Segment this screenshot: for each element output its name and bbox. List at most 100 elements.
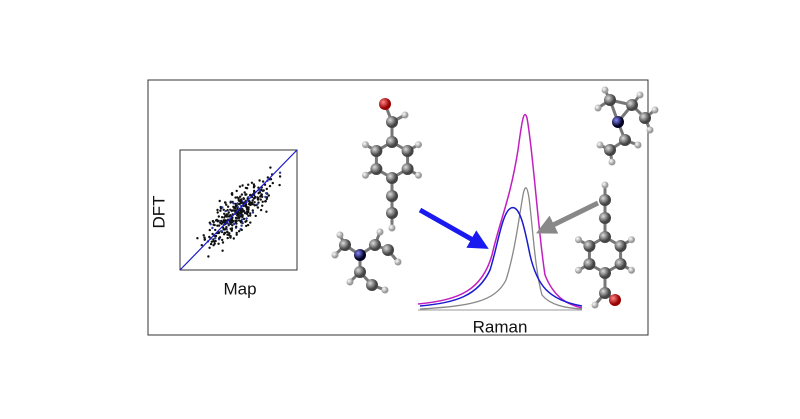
scatter-dot (202, 234, 205, 237)
scatter-dot (212, 223, 215, 226)
scatter-dot (251, 211, 255, 214)
y-axis-label: DFT (149, 195, 168, 228)
scatter-dot (265, 192, 268, 195)
atom (601, 181, 609, 189)
atom (354, 266, 366, 278)
scatter-dot (238, 185, 242, 188)
scatter-dot (264, 195, 267, 199)
atom (619, 134, 631, 146)
scatter-dot (224, 209, 227, 213)
atom (386, 116, 398, 128)
scatter-dot (245, 187, 249, 190)
atom (651, 106, 659, 114)
atom (379, 98, 391, 110)
atom (628, 266, 636, 274)
scatter-dot (256, 196, 259, 199)
atom (599, 287, 611, 299)
scatter-dot (229, 235, 232, 238)
x-axis-label: Raman (473, 317, 528, 336)
scatter-dot (220, 216, 224, 219)
scatter-dot (246, 223, 250, 227)
scatter-dot (240, 224, 243, 227)
scatter-dot (226, 213, 229, 216)
scatter-dot (249, 202, 252, 205)
scatter-dot (232, 209, 235, 212)
scatter-dot (226, 230, 229, 233)
arrow (536, 200, 600, 234)
scatter-dot (239, 195, 242, 198)
scatter-dot (213, 242, 216, 245)
scatter-dot (239, 219, 242, 223)
scatter-dot (214, 228, 217, 232)
scatter-dot (235, 217, 239, 220)
scatter-dot (278, 171, 282, 174)
scatter-dot (237, 197, 240, 200)
scatter-dot (229, 201, 232, 204)
scatter-dot (232, 206, 235, 209)
atom (612, 116, 624, 128)
atom (574, 266, 582, 274)
atom (366, 279, 378, 291)
arrow (418, 207, 489, 249)
scatter-dot (268, 184, 272, 188)
scatter-dot (223, 212, 226, 215)
scatter-dot (261, 204, 264, 207)
scatter-dot (247, 196, 250, 199)
scatter-dot (217, 242, 220, 245)
scatter-dot (245, 217, 248, 220)
scatter-dot (231, 220, 235, 223)
scatter-dot (226, 233, 229, 236)
scatter-dot (209, 242, 213, 246)
scatter-dot (244, 212, 247, 215)
scatter-dot (207, 255, 210, 258)
atom (609, 294, 621, 306)
scatter-dot (252, 186, 256, 189)
scatter-dot (240, 228, 243, 232)
scatter-dot (223, 201, 227, 204)
spectrum-curve (419, 207, 583, 307)
atom (361, 141, 369, 149)
scatter-dot (218, 236, 222, 239)
scatter-dot (251, 199, 254, 202)
scatter-dot (265, 187, 268, 191)
atom (388, 224, 396, 232)
atom (601, 86, 609, 94)
atom (339, 239, 351, 251)
scatter-dot (231, 224, 234, 227)
atom (401, 163, 414, 175)
diagonal-line (179, 149, 298, 271)
scatter-dot (219, 222, 222, 225)
scatter-dot (241, 184, 244, 187)
atom (599, 212, 611, 224)
atom (369, 239, 381, 251)
atom (331, 251, 339, 259)
scatter-dot (232, 202, 235, 205)
scatter-dot (232, 222, 236, 226)
scatter-dot (235, 225, 238, 228)
scatter-dot (221, 249, 224, 252)
scatter-dot (261, 180, 265, 183)
scatter-dot (230, 229, 233, 232)
scatter-dot (244, 193, 247, 196)
scatter-dot (211, 219, 215, 223)
atom (628, 236, 636, 244)
scatter-dot (253, 204, 256, 207)
scatter-dot (229, 214, 232, 217)
scatter-dot (238, 212, 242, 215)
scatter-dot (222, 219, 225, 222)
atom (386, 172, 398, 184)
scatter-dot (218, 199, 221, 203)
scatter-dot (241, 210, 244, 213)
atom (634, 141, 642, 149)
scatter-dot (256, 203, 259, 206)
scatter-dot (257, 191, 261, 195)
atom (336, 231, 344, 239)
atom (382, 244, 394, 256)
scatter-dot (245, 219, 248, 223)
scatter-dot (227, 222, 231, 225)
scatter-dot (267, 194, 270, 197)
atom (394, 258, 402, 266)
scatter-dot (251, 209, 254, 212)
scatter-dot (234, 209, 237, 212)
